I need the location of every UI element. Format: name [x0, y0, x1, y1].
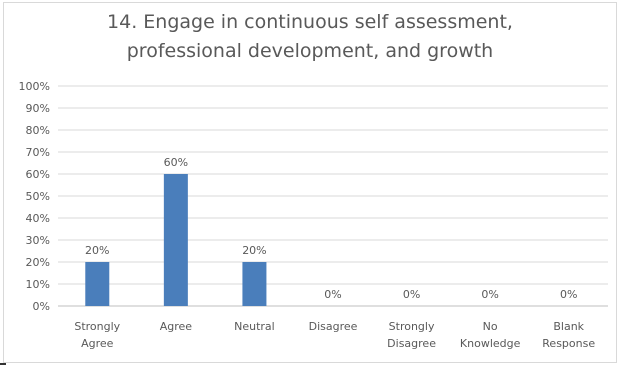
- y-tick-label: 40%: [26, 212, 50, 225]
- chart-title-line-1: 14. Engage in continuous self assessment…: [107, 11, 513, 33]
- y-tick-label: 90%: [26, 102, 50, 115]
- y-tick-label: 100%: [19, 80, 50, 93]
- bar: [85, 262, 110, 306]
- data-label: 20%: [242, 244, 266, 257]
- chart-title: 14. Engage in continuous self assessment…: [0, 8, 620, 66]
- data-label: 0%: [403, 288, 420, 301]
- category-label: Agree: [81, 337, 114, 350]
- bar: [242, 262, 267, 306]
- y-tick-label: 0%: [33, 300, 50, 313]
- category-label: Agree: [160, 320, 193, 333]
- category-label: Response: [542, 337, 595, 350]
- y-tick-label: 10%: [26, 278, 50, 291]
- y-tick-label: 80%: [26, 124, 50, 137]
- y-tick-label: 50%: [26, 190, 50, 203]
- data-label: 0%: [481, 288, 498, 301]
- data-label: 0%: [560, 288, 577, 301]
- y-tick-label: 60%: [26, 168, 50, 181]
- y-tick-label: 20%: [26, 256, 50, 269]
- data-label: 20%: [85, 244, 109, 257]
- category-label: Neutral: [234, 320, 275, 333]
- y-tick-label: 30%: [26, 234, 50, 247]
- category-label: Disagree: [309, 320, 358, 333]
- category-label: Disagree: [387, 337, 436, 350]
- data-label: 60%: [164, 156, 188, 169]
- category-label: Blank: [553, 320, 584, 333]
- y-tick-label: 70%: [26, 146, 50, 159]
- chart-title-line-2: professional development, and growth: [126, 40, 494, 62]
- corner-rule: [0, 363, 6, 365]
- category-label: Knowledge: [460, 337, 521, 350]
- data-label: 0%: [324, 288, 341, 301]
- category-label: No: [483, 320, 498, 333]
- bar: [163, 174, 188, 306]
- category-label: Strongly: [389, 320, 435, 333]
- category-label: Strongly: [74, 320, 120, 333]
